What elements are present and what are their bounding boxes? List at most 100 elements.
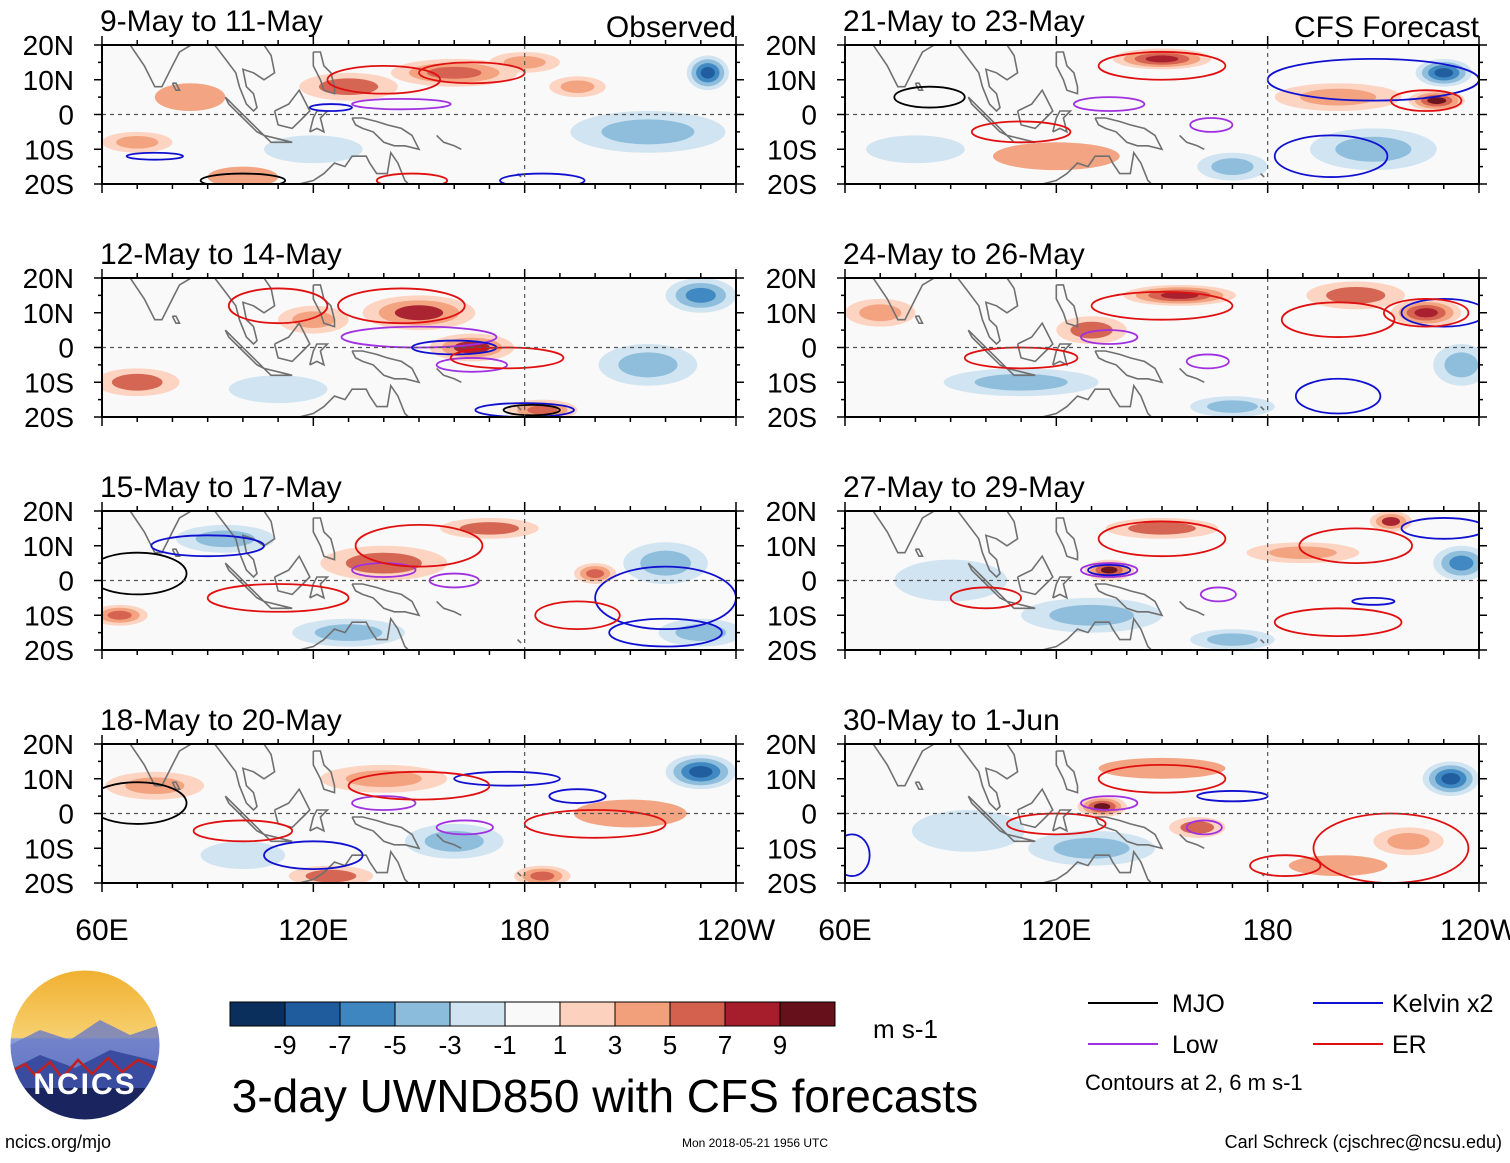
coastline [957, 744, 1019, 812]
coastline [436, 600, 462, 617]
coastline [957, 511, 1019, 579]
coastline [312, 750, 336, 794]
wind-anomaly [586, 569, 605, 579]
coastlines [872, 45, 1265, 184]
coastline [312, 284, 336, 328]
contour-low [1080, 795, 1139, 811]
coastline [171, 315, 181, 325]
coastline [1179, 833, 1205, 850]
lon-tick-label: 120E [278, 914, 348, 947]
wind-anomaly [1288, 855, 1388, 877]
wind-anomaly [107, 610, 132, 620]
lat-tick-label: 10N [766, 531, 817, 562]
panel-title: 30-May to 1-Jun [843, 704, 1060, 737]
coastline [312, 51, 336, 95]
uwnd-field [102, 744, 736, 883]
lat-tick-label: 20S [24, 402, 74, 433]
coastline [1006, 367, 1036, 377]
panel-title: 24-May to 26-May [843, 238, 1085, 271]
colorbar-box [724, 1001, 781, 1027]
contour-er [192, 819, 294, 843]
wave-contours [949, 517, 1479, 637]
contour-mjo [893, 85, 966, 109]
wind-anomaly [1211, 158, 1254, 175]
wind-anomaly [200, 841, 286, 870]
coastline [1016, 88, 1054, 130]
lon-tick-label: 120W [1440, 914, 1510, 947]
coastline [517, 872, 522, 877]
coastline [312, 517, 336, 561]
lat-tick-label: 0 [801, 799, 817, 830]
coastline [1055, 284, 1079, 328]
colorbar-box [449, 1001, 506, 1027]
coastline [273, 88, 311, 130]
lon-tick-label: 120E [1021, 914, 1091, 947]
contour-kelvin-x2 [125, 151, 184, 161]
contour-er [337, 287, 466, 325]
contour-mjo [102, 781, 188, 825]
coastlines [872, 278, 1265, 417]
wind-anomaly [527, 405, 558, 415]
uwnd-field [872, 511, 1479, 650]
contour-low [435, 357, 508, 373]
coastline [129, 45, 193, 88]
lat-tick-label: 20S [24, 868, 74, 899]
coastline [224, 795, 265, 836]
wind-anomaly [1335, 136, 1412, 162]
lat-tick-label: 10N [23, 764, 74, 795]
uwnd-field [102, 278, 736, 417]
contour-kelvin-x2 [1273, 134, 1389, 178]
contour-kelvin-x2 [548, 788, 607, 804]
colorbar-tick-label: 5 [663, 1030, 677, 1060]
lon-tick-label: 180 [500, 914, 550, 947]
coastline [517, 406, 522, 411]
wind-anomaly [345, 770, 422, 788]
colorbar-box [394, 1001, 451, 1027]
contour-er [1097, 51, 1227, 81]
lat-tick-label: 20S [24, 169, 74, 200]
coastlines [129, 511, 522, 650]
coastline [263, 134, 293, 144]
contour-er [523, 809, 667, 839]
lat-tick-label: 0 [58, 100, 74, 131]
contour-er [354, 524, 484, 568]
wind-anomaly [640, 550, 691, 576]
main-title: 3-day UWND850 with CFS forecasts [232, 1070, 978, 1122]
wind-anomaly [305, 869, 357, 883]
wind-anomaly [1441, 772, 1461, 785]
coastline [914, 315, 924, 325]
footer-credit: Carl Schreck (cjschrec@ncsu.edu) [1225, 1132, 1502, 1152]
lat-tick-label: 10N [766, 298, 817, 329]
colorbar-box [559, 1001, 616, 1027]
coastline [957, 278, 1019, 346]
colorbar-box [669, 1001, 726, 1027]
wind-anomaly [1444, 352, 1479, 378]
contour-kelvin-x2 [263, 840, 364, 870]
contour-er [227, 287, 329, 325]
coastline [273, 554, 311, 596]
panel-title: 21-May to 23-May [843, 5, 1085, 38]
contour-er [1298, 527, 1413, 565]
coastline [224, 329, 265, 370]
coastline [872, 278, 936, 321]
wind-anomaly [601, 119, 695, 145]
coastline [436, 134, 462, 151]
contour-er [1097, 520, 1227, 558]
wind-anomaly [1180, 821, 1215, 834]
contour-er [970, 120, 1072, 144]
panel-title: 15-May to 17-May [100, 471, 342, 504]
footer-site-link[interactable]: ncics.org/mjo [5, 1132, 111, 1152]
coastline [967, 96, 1008, 137]
contour-low [435, 819, 494, 836]
wave-contours [125, 61, 586, 184]
coastline [1035, 616, 1152, 650]
lat-tick-label: 10S [24, 367, 74, 398]
lat-tick-label: 10S [24, 833, 74, 864]
contour-kelvin-x2 [150, 534, 265, 558]
coastline [967, 329, 1008, 370]
contour-er [375, 172, 449, 184]
coastline [263, 600, 293, 610]
